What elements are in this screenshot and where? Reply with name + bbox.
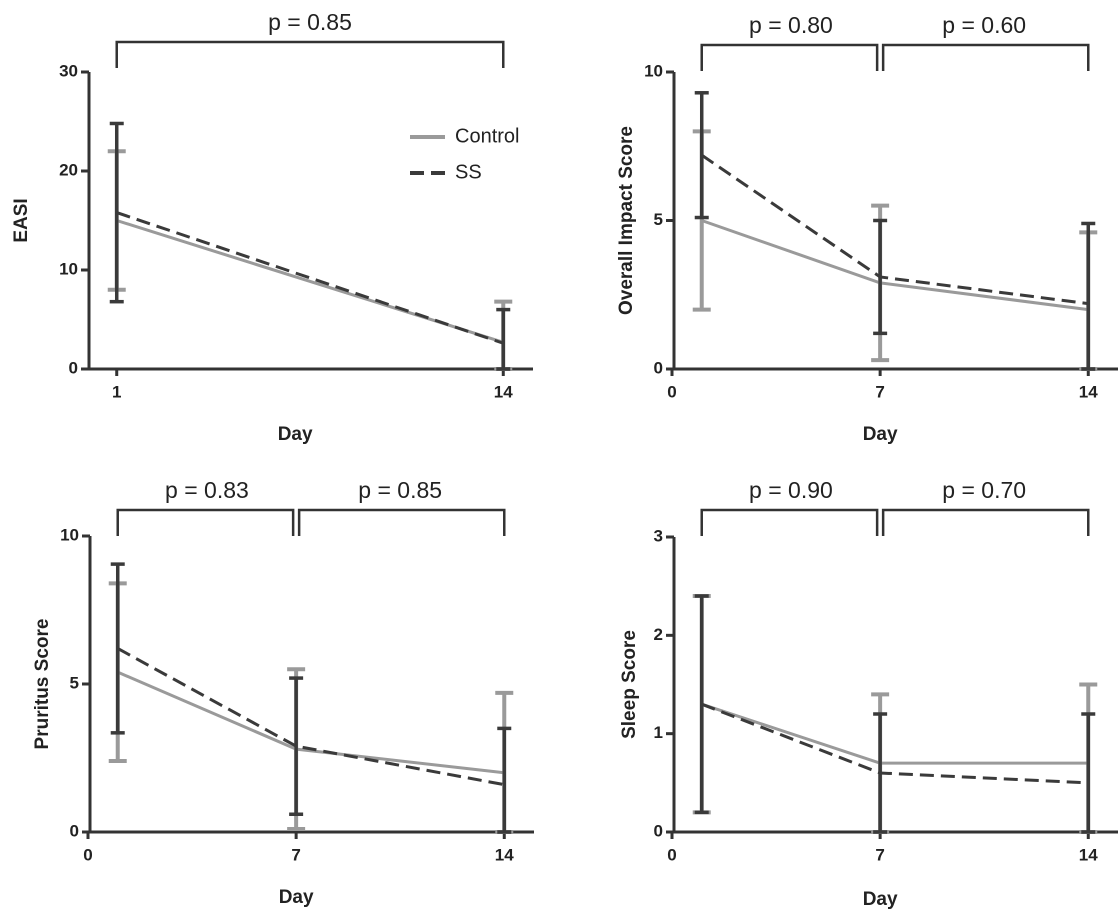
legend-label: SS xyxy=(455,161,482,183)
x-axis-label: Day xyxy=(278,424,313,445)
y-tick-label: 30 xyxy=(59,61,78,80)
p-bracket xyxy=(297,508,506,536)
series-line xyxy=(701,702,1089,765)
error-bar xyxy=(694,594,709,815)
p-value: p = 0.90 xyxy=(749,477,833,503)
error-bar xyxy=(1081,221,1096,371)
p-bracket xyxy=(881,508,1090,536)
y-tick-label: 5 xyxy=(654,210,663,229)
x-tick-label: 14 xyxy=(1079,845,1098,864)
y-tick-label: 5 xyxy=(70,673,79,692)
y-tick-label: 20 xyxy=(59,160,78,179)
p-value: p = 0.80 xyxy=(749,12,833,38)
y-tick-label: 10 xyxy=(644,61,663,80)
series-line xyxy=(117,670,505,775)
x-axis-label: Day xyxy=(863,889,898,910)
x-tick-label: 14 xyxy=(1079,382,1098,401)
x-tick-label: 0 xyxy=(83,845,92,864)
series-line xyxy=(701,702,1089,785)
error-bar xyxy=(289,676,304,816)
x-tick-label: 7 xyxy=(291,845,300,864)
y-tick-label: 1 xyxy=(654,723,663,742)
series-line xyxy=(117,647,505,787)
series-line xyxy=(116,211,504,345)
y-tick-label: 0 xyxy=(69,358,78,377)
p-value: p = 0.83 xyxy=(165,477,249,503)
p-bracket xyxy=(700,43,879,71)
y-axis-label: Sleep Score xyxy=(619,630,640,739)
x-tick-label: 14 xyxy=(495,845,514,864)
p-bracket xyxy=(115,40,505,68)
x-tick-label: 14 xyxy=(494,382,513,401)
p-value: p = 0.70 xyxy=(942,477,1026,503)
y-axis-label: Pruritus Score xyxy=(32,619,53,750)
x-tick-label: 0 xyxy=(667,382,676,401)
x-axis-label: Day xyxy=(863,424,898,445)
x-tick-label: 7 xyxy=(875,382,884,401)
legend-label: Control xyxy=(455,125,519,147)
p-bracket xyxy=(700,508,879,536)
y-tick-label: 0 xyxy=(70,821,79,840)
y-tick-label: 10 xyxy=(60,525,79,544)
panel: 0 1 2 3 0 7 14 Day Sleep Score p = 0.90 p = 0.70 xyxy=(619,477,1118,910)
x-tick-label: 0 xyxy=(667,845,676,864)
y-tick-label: 2 xyxy=(654,625,663,644)
y-tick-label: 0 xyxy=(654,358,663,377)
x-axis-label: Day xyxy=(279,887,314,908)
p-value: p = 0.60 xyxy=(942,12,1026,38)
p-value: p = 0.85 xyxy=(358,477,442,503)
panel: 0 5 10 0 7 14 Day Pruritus Score p = 0.83 p = 0.8… xyxy=(32,477,534,908)
x-tick-label: 7 xyxy=(875,845,884,864)
x-tick-label: 1 xyxy=(112,382,121,401)
y-tick-label: 3 xyxy=(654,526,663,545)
y-tick-label: 10 xyxy=(59,259,78,278)
p-value: p = 0.85 xyxy=(268,9,352,35)
error-bar xyxy=(496,307,511,371)
series-line xyxy=(700,153,1089,306)
error-bar xyxy=(497,726,512,834)
panel: 0 10 20 30 1 14 Day EASI p = 0.85 Control SS xyxy=(11,9,533,445)
p-bracket xyxy=(881,43,1090,71)
y-axis-label: Overall Impact Score xyxy=(616,126,637,315)
error-bar xyxy=(1081,712,1096,834)
y-axis-label: EASI xyxy=(11,198,32,242)
panel: 0 5 10 0 7 14 Day Overall Impact Score p = 0.80 p… xyxy=(616,12,1118,445)
p-bracket xyxy=(116,508,295,536)
y-tick-label: 0 xyxy=(654,821,663,840)
